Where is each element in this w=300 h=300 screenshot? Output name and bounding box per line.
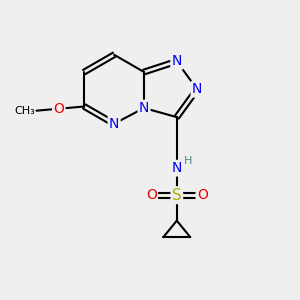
Text: CH₃: CH₃ xyxy=(14,106,35,116)
Text: N: N xyxy=(109,117,119,131)
Text: H: H xyxy=(184,156,192,166)
Text: N: N xyxy=(139,101,149,115)
Text: N: N xyxy=(172,161,182,175)
Text: O: O xyxy=(146,188,157,202)
Text: O: O xyxy=(53,102,64,116)
Text: O: O xyxy=(197,188,208,202)
Text: N: N xyxy=(192,82,202,96)
Text: S: S xyxy=(172,188,182,203)
Text: N: N xyxy=(172,54,182,68)
